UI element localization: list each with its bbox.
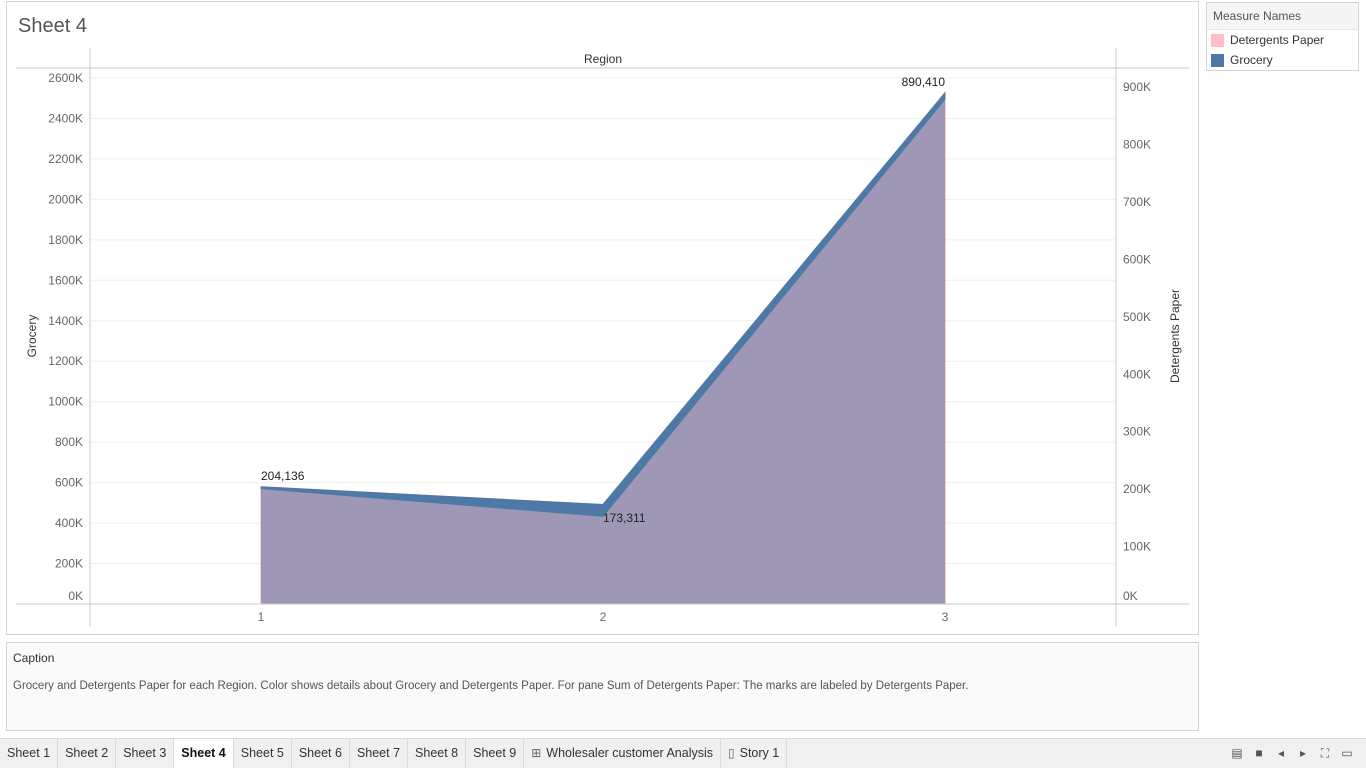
presentation-mode-icon[interactable]: ▭ bbox=[1341, 746, 1353, 760]
area-grocery bbox=[260, 91, 946, 517]
fit-screen-icon[interactable]: ⛶ bbox=[1320, 745, 1330, 760]
y-right-tick-label: 200K bbox=[1123, 482, 1151, 496]
tab-sheet-5[interactable]: Sheet 5 bbox=[234, 739, 292, 768]
legend-swatch bbox=[1211, 33, 1224, 47]
y-right-tick-label: 300K bbox=[1123, 425, 1151, 439]
color-legend: Measure Names Detergents Paper Grocery bbox=[1206, 2, 1359, 71]
show-filmstrip-icon[interactable]: ▤ bbox=[1231, 746, 1243, 760]
tab-sheet-3[interactable]: Sheet 3 bbox=[116, 739, 175, 768]
legend-swatch bbox=[1211, 53, 1224, 67]
chart-labels: Region0K200K400K600K800K1000K1200K1400K1… bbox=[25, 52, 1182, 624]
previous-sheet-icon[interactable]: ◂ bbox=[1277, 746, 1285, 760]
y-right-tick-label: 500K bbox=[1123, 310, 1151, 324]
tab-sheet-2[interactable]: Sheet 2 bbox=[58, 739, 117, 768]
y-left-tick-label: 0K bbox=[68, 589, 83, 603]
legend-label: Detergents Paper bbox=[1230, 33, 1325, 47]
tab-label: Sheet 8 bbox=[415, 746, 459, 760]
tab-label: Sheet 7 bbox=[356, 746, 401, 760]
data-label: 890,410 bbox=[902, 75, 946, 89]
column-header: Region bbox=[584, 52, 622, 66]
y-right-tick-label: 600K bbox=[1123, 252, 1151, 266]
tab-wholesaler-customer-analysis[interactable]: ⊞ Wholesaler customer Analysis bbox=[524, 739, 722, 768]
area-chart[interactable]: Region0K200K400K600K800K1000K1200K1400K1… bbox=[0, 0, 1200, 636]
tab-label: Sheet 3 bbox=[123, 746, 167, 760]
area-marks bbox=[260, 91, 946, 605]
legend-title: Measure Names bbox=[1207, 3, 1358, 30]
x-tick-label: 1 bbox=[258, 610, 265, 624]
legend-label: Grocery bbox=[1230, 53, 1273, 67]
tab-sheet-4[interactable]: Sheet 4 bbox=[174, 739, 234, 768]
y-left-tick-label: 1400K bbox=[48, 314, 83, 328]
tab-label: Sheet 5 bbox=[240, 746, 284, 760]
tab-sheet-6[interactable]: Sheet 6 bbox=[292, 739, 350, 768]
tab-story-1[interactable]: ▯ Story 1 bbox=[721, 739, 788, 768]
y-left-tick-label: 1600K bbox=[48, 273, 83, 287]
dashboard-icon: ⊞ bbox=[531, 746, 542, 760]
chart-frame bbox=[16, 48, 1190, 626]
tab-sheet-8[interactable]: Sheet 8 bbox=[408, 739, 467, 768]
tab-label: Wholesaler customer Analysis bbox=[546, 746, 714, 760]
tab-label: Sheet 6 bbox=[298, 746, 342, 760]
y-left-tick-label: 200K bbox=[55, 557, 83, 571]
tab-label: Sheet 1 bbox=[7, 746, 51, 760]
tab-label: Sheet 2 bbox=[65, 746, 109, 760]
y-left-tick-label: 2400K bbox=[48, 111, 83, 125]
caption-panel: Caption Grocery and Detergents Paper for… bbox=[6, 642, 1199, 731]
y-left-tick-label: 400K bbox=[55, 516, 83, 530]
y-left-tick-label: 1000K bbox=[48, 395, 83, 409]
y-left-tick-label: 600K bbox=[55, 476, 83, 490]
y-right-tick-label: 900K bbox=[1123, 80, 1151, 94]
tab-label: Sheet 9 bbox=[473, 746, 517, 760]
x-tick-label: 2 bbox=[600, 610, 607, 624]
tab-sheet-7[interactable]: Sheet 7 bbox=[350, 739, 409, 768]
y-left-tick-label: 2600K bbox=[48, 71, 83, 85]
legend-item-grocery[interactable]: Grocery bbox=[1207, 50, 1358, 70]
y-left-tick-label: 800K bbox=[55, 435, 83, 449]
x-tick-label: 3 bbox=[942, 610, 949, 624]
story-icon: ▯ bbox=[728, 746, 735, 760]
tab-label: Sheet 4 bbox=[181, 746, 226, 760]
tab-label: Story 1 bbox=[739, 746, 780, 760]
y-right-tick-label: 700K bbox=[1123, 195, 1151, 209]
y-left-tick-label: 1800K bbox=[48, 233, 83, 247]
y-right-tick-label: 100K bbox=[1123, 540, 1151, 554]
tab-sheet-9[interactable]: Sheet 9 bbox=[466, 739, 525, 768]
y-left-axis-title: Grocery bbox=[25, 315, 39, 358]
y-right-axis-title: Detergents Paper bbox=[1168, 289, 1182, 383]
tab-sheet-1[interactable]: Sheet 1 bbox=[0, 739, 59, 768]
sheet-tab-bar: Sheet 1 Sheet 2 Sheet 3 Sheet 4 Sheet 5 Sheet… bbox=[0, 738, 1366, 768]
next-sheet-icon[interactable]: ▸ bbox=[1299, 746, 1307, 760]
y-left-tick-label: 1200K bbox=[48, 354, 83, 368]
y-left-tick-label: 2200K bbox=[48, 152, 83, 166]
caption-text: Grocery and Detergents Paper for each Re… bbox=[13, 680, 969, 692]
show-tabs-icon[interactable]: ■ bbox=[1255, 746, 1263, 760]
area-grocery-underlay bbox=[261, 99, 945, 604]
y-right-tick-label: 400K bbox=[1123, 367, 1151, 381]
sheet-title: Sheet 4 bbox=[18, 15, 87, 37]
y-left-tick-label: 2000K bbox=[48, 192, 83, 206]
y-right-tick-label: 0K bbox=[1123, 589, 1138, 603]
data-label: 173,311 bbox=[603, 511, 646, 525]
data-label: 204,136 bbox=[261, 469, 305, 483]
caption-title: Caption bbox=[13, 651, 55, 665]
legend-item-detergents-paper[interactable]: Detergents Paper bbox=[1207, 30, 1358, 50]
y-right-tick-label: 800K bbox=[1123, 138, 1151, 152]
